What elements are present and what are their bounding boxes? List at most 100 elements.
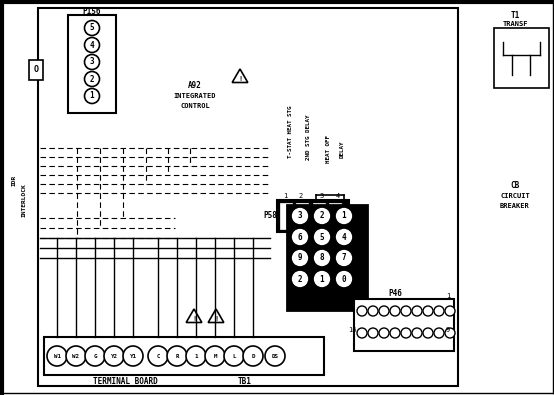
Circle shape (85, 21, 100, 36)
Text: 4: 4 (342, 233, 346, 241)
Circle shape (313, 207, 331, 225)
Bar (29, 60, 43, 80)
Text: 1: 1 (283, 193, 287, 199)
Text: C: C (156, 354, 160, 359)
Circle shape (368, 306, 378, 316)
Text: P58: P58 (263, 211, 277, 220)
Text: A92: A92 (188, 81, 202, 90)
Circle shape (148, 346, 168, 366)
Text: 1: 1 (342, 211, 346, 220)
Text: 5: 5 (90, 23, 94, 32)
Circle shape (291, 228, 309, 246)
Text: M: M (213, 354, 217, 359)
Circle shape (313, 249, 331, 267)
Text: T1: T1 (510, 11, 520, 19)
Text: P156: P156 (83, 8, 101, 17)
Circle shape (85, 38, 100, 53)
Text: 3: 3 (320, 193, 324, 199)
Text: 2: 2 (90, 75, 94, 83)
Bar (354, 299, 454, 351)
Text: 8: 8 (320, 254, 324, 263)
Text: TERMINAL BOARD: TERMINAL BOARD (93, 378, 157, 386)
Text: INTEGRATED: INTEGRATED (174, 93, 216, 99)
Bar (329, 203, 341, 229)
Circle shape (243, 346, 263, 366)
Circle shape (291, 207, 309, 225)
Circle shape (412, 328, 422, 338)
Circle shape (423, 306, 433, 316)
Circle shape (390, 306, 400, 316)
Text: 1: 1 (446, 293, 450, 299)
Text: IDR: IDR (12, 174, 17, 186)
Circle shape (313, 270, 331, 288)
Bar (277, 200, 349, 232)
Circle shape (335, 207, 353, 225)
Bar (68, 15, 116, 113)
Circle shape (123, 346, 143, 366)
Circle shape (335, 249, 353, 267)
Circle shape (47, 346, 67, 366)
Text: 1: 1 (194, 354, 198, 359)
Circle shape (379, 328, 389, 338)
Text: L: L (232, 354, 236, 359)
Circle shape (357, 328, 367, 338)
Circle shape (85, 55, 100, 70)
Circle shape (85, 346, 105, 366)
Circle shape (434, 328, 444, 338)
Bar (287, 205, 367, 310)
Circle shape (401, 328, 411, 338)
Text: 3: 3 (297, 211, 302, 220)
Circle shape (368, 328, 378, 338)
Circle shape (167, 346, 187, 366)
Circle shape (291, 270, 309, 288)
Circle shape (390, 328, 400, 338)
Circle shape (313, 228, 331, 246)
Text: R: R (175, 354, 179, 359)
Circle shape (186, 346, 206, 366)
Text: 4: 4 (90, 41, 94, 49)
Circle shape (357, 306, 367, 316)
Text: DELAY: DELAY (340, 141, 345, 158)
Circle shape (265, 346, 285, 366)
Text: CB: CB (510, 181, 520, 190)
Circle shape (401, 306, 411, 316)
Text: O: O (33, 66, 38, 75)
Bar (313, 203, 325, 229)
Text: TB1: TB1 (238, 378, 252, 386)
Text: INTERLOCK: INTERLOCK (22, 183, 27, 217)
Text: 2: 2 (320, 211, 324, 220)
Bar (280, 203, 292, 229)
Bar (38, 8, 458, 386)
Bar (44, 337, 324, 375)
Text: 9: 9 (446, 327, 450, 333)
Text: 0: 0 (342, 275, 346, 284)
Circle shape (445, 306, 455, 316)
Circle shape (85, 88, 100, 103)
Text: 1: 1 (320, 275, 324, 284)
Text: 1: 1 (90, 92, 94, 100)
Text: T-STAT HEAT STG: T-STAT HEAT STG (288, 105, 293, 158)
Text: 3: 3 (90, 58, 94, 66)
Text: G: G (93, 354, 97, 359)
Circle shape (104, 346, 124, 366)
Circle shape (66, 346, 86, 366)
Text: 6: 6 (297, 233, 302, 241)
Text: CIRCUIT: CIRCUIT (500, 193, 530, 199)
Text: 2: 2 (297, 275, 302, 284)
Circle shape (379, 306, 389, 316)
Circle shape (224, 346, 244, 366)
Text: CONTROL: CONTROL (180, 103, 210, 109)
Text: P46: P46 (388, 288, 402, 297)
Text: 9: 9 (297, 254, 302, 263)
Text: BREAKER: BREAKER (500, 203, 530, 209)
Circle shape (85, 71, 100, 87)
Text: !: ! (238, 76, 242, 82)
Text: Y1: Y1 (130, 354, 136, 359)
Circle shape (291, 249, 309, 267)
Circle shape (423, 328, 433, 338)
Text: !: ! (192, 316, 196, 322)
Circle shape (335, 228, 353, 246)
Text: 8: 8 (350, 293, 354, 299)
Text: W1: W1 (54, 354, 60, 359)
Text: DS: DS (271, 354, 279, 359)
